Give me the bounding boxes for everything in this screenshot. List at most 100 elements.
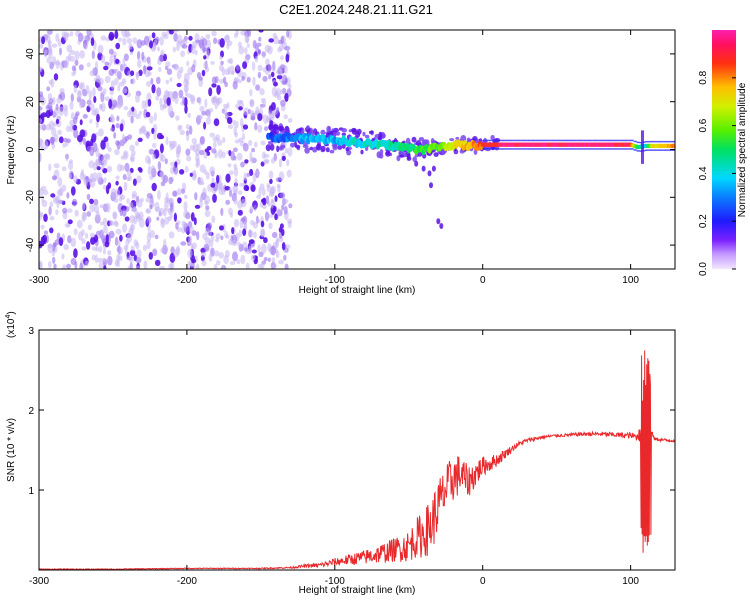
spectrogram-noise-cell	[135, 113, 141, 120]
spectrogram-band-edge	[488, 139, 492, 142]
spectrogram-track-halo-cell	[315, 143, 322, 151]
spectrogram-noise-cell	[123, 53, 129, 62]
spectrogram-noise-cell	[195, 263, 200, 269]
spectrogram-noise-cell	[233, 147, 238, 153]
spectrogram-band-edge	[562, 139, 566, 142]
spectrogram-band-edge	[503, 139, 507, 142]
spectrogram-noise-cell	[48, 261, 52, 269]
spectrogram-noise-cell	[233, 167, 239, 177]
spectrogram-noise-cell	[130, 223, 136, 231]
spectrogram-band-edge	[536, 148, 539, 150]
spectrogram-noise-cell	[213, 118, 220, 127]
spectrogram-noise-cell	[201, 111, 207, 116]
colorbar-label: Normalized spectral amplitude	[737, 82, 748, 217]
spectrogram-noise-cell	[127, 265, 132, 269]
spectrogram-noise-cell	[109, 55, 113, 66]
spectrogram-noise-cell	[186, 155, 192, 162]
spectrogram-noise-cell	[48, 206, 52, 216]
spectrogram-noise-cell	[115, 228, 122, 235]
spectrogram-noise-cell	[146, 92, 152, 102]
spectrogram-noise-cell	[250, 116, 256, 121]
spectrogram-band-edge	[663, 149, 667, 151]
spectrogram-noise-cell	[160, 49, 165, 57]
spectrogram-noise-cell	[152, 248, 158, 257]
spectrogram-noise-cell	[53, 263, 57, 269]
spectrogram-noise-cell	[283, 254, 287, 261]
colorbar-gradient	[712, 30, 736, 269]
spectrogram-noise-cell	[149, 204, 153, 210]
spectrogram-noise-cell	[256, 194, 261, 199]
spectrogram-noise-cell	[227, 163, 232, 168]
spectrogram-band-edge	[509, 148, 513, 150]
spectrogram-noise-cell	[280, 99, 286, 107]
spectrogram-noise-cell	[181, 44, 188, 49]
spectrogram-track-halo-cell	[265, 144, 271, 152]
spectrogram-band-edge	[497, 148, 501, 150]
spectrogram-band-edge	[574, 139, 578, 142]
spectrogram-track-halo-cell	[280, 144, 286, 149]
spectrogram-noise-cell	[91, 109, 98, 116]
spectrogram-noise-cell	[58, 187, 64, 197]
spectrogram-noise-cell	[187, 112, 191, 118]
spectrogram-band-edge	[544, 139, 548, 142]
spectrogram-noise-cell	[201, 69, 206, 77]
spectrogram-noise-cell	[213, 250, 220, 257]
spectrogram-noise-cell	[115, 42, 121, 50]
spectrogram-noise-cell	[260, 220, 265, 228]
spectrogram-noise-cell	[106, 165, 113, 173]
spectrogram-noise-cell	[272, 263, 277, 269]
spectrogram-noise-cell	[275, 177, 281, 183]
spectrogram-noise-cell	[121, 78, 127, 85]
spectrogram-noise-cell	[228, 238, 234, 246]
spectrogram-noise-cell	[91, 254, 96, 261]
spectrogram-noise-cell	[136, 249, 142, 259]
spectrogram-noise-cell	[107, 182, 112, 190]
spectrogram-y-ticks: -40 -20 0 20 40	[25, 48, 675, 252]
spectrogram-track-halo-cell	[304, 147, 310, 154]
spectrogram-noise-cell	[169, 143, 174, 151]
spectrogram-noise-cell	[74, 209, 79, 217]
spectrogram-noise-cell	[228, 187, 232, 193]
spectrogram-noise-cell	[102, 217, 108, 227]
spectrogram-noise-cell	[255, 84, 261, 91]
spectrogram-noise-cell	[145, 111, 151, 118]
spectrogram-noise-cell	[205, 116, 211, 125]
spectrogram-noise-cell	[114, 188, 121, 198]
spectrogram-noise-cell	[170, 201, 174, 212]
spectrogram-noise-cell	[136, 59, 142, 68]
spectrogram-track-halo-cell	[376, 151, 382, 159]
spectrogram-noise-cell	[39, 43, 44, 49]
spectrogram-noise-cell	[263, 257, 268, 262]
spectrogram-noise-cell	[263, 153, 270, 158]
spectrogram-noise-cell	[117, 202, 124, 213]
spectrogram-noise-cell	[119, 164, 125, 171]
spectrogram-noise-cell	[81, 238, 86, 245]
spectrogram-noise-cell	[203, 169, 208, 175]
spectrogram-noise-cell	[107, 250, 112, 256]
spectrogram-noise-cell	[121, 30, 127, 38]
spectrogram-noise-cell	[268, 213, 274, 219]
spectrogram-noise-cell	[264, 211, 270, 222]
spectrogram-noise-cell	[270, 245, 276, 256]
spectrogram-noise-cell	[216, 260, 221, 266]
spectrogram-noise-cell	[177, 143, 182, 154]
spectrogram-noise-cell	[126, 170, 132, 176]
spectrogram-noise-cell	[63, 107, 68, 117]
spectrogram-noise-cell	[281, 155, 286, 161]
spectrogram-band-edge	[666, 140, 670, 143]
spectrogram-noise-cell	[58, 106, 65, 116]
spectrogram-band-edge	[621, 139, 625, 142]
spectrogram-track-halo-cell	[385, 150, 391, 157]
spectrogram-noise-cell	[101, 154, 107, 164]
spectrogram-band-edge	[607, 148, 610, 150]
spectrogram-noise-cell	[133, 215, 138, 225]
spectrogram-noise-cell	[124, 216, 130, 222]
spectrogram-noise-cell	[261, 188, 266, 196]
spectrogram-band-edge	[482, 139, 486, 142]
spectrogram-band-edge	[482, 148, 486, 150]
spectrogram-noise-cell	[172, 140, 177, 148]
snr-panel: -300 -200 -100 0 100 1 2 3 Height of straight …	[5, 311, 676, 596]
spectrogram-noise-cell	[155, 95, 159, 101]
spectrogram-band-edge	[651, 149, 655, 151]
spectrogram-noise-cell	[271, 63, 276, 73]
